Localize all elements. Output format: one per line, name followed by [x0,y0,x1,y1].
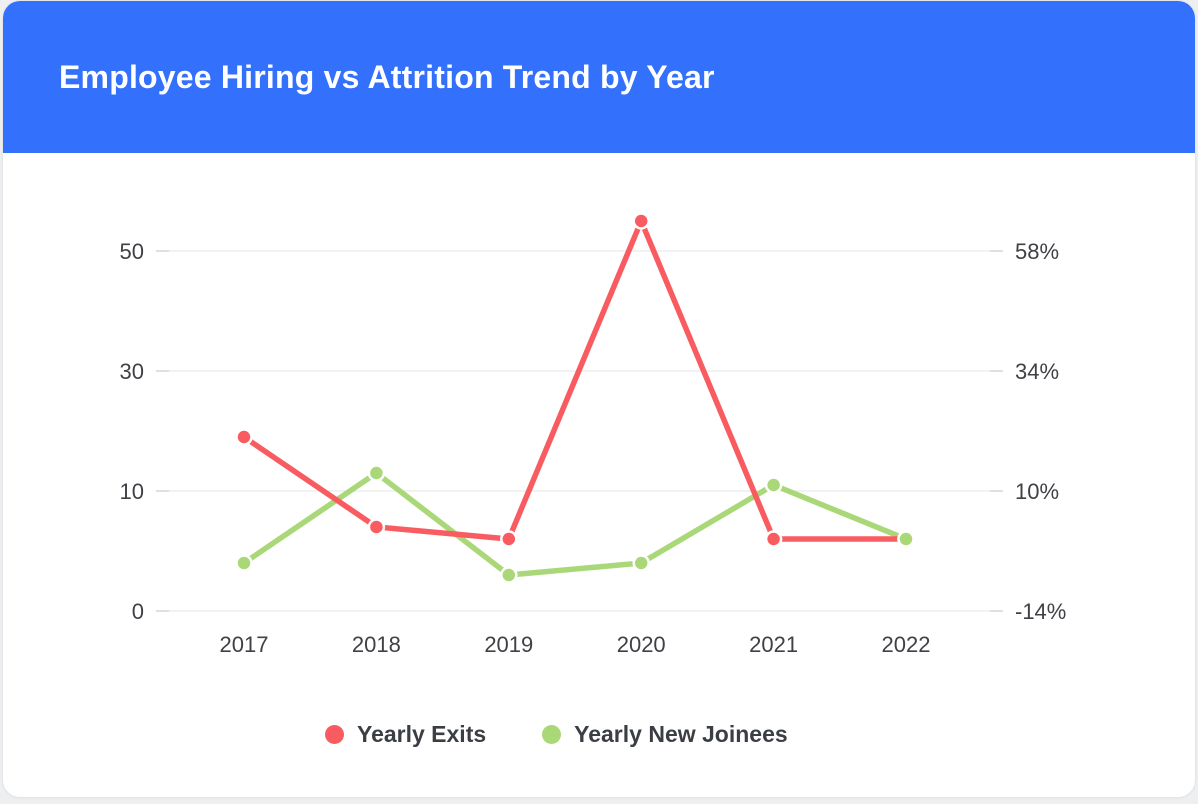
data-point-yearly-exits[interactable] [764,530,783,548]
data-point-yearly-new-joinees[interactable] [235,554,253,572]
legend-label-yearly-new-joinees: Yearly New Joinees [574,721,788,747]
right-axis-tick-label: 10% [1015,479,1059,504]
chart-title: Employee Hiring vs Attrition Trend by Ye… [59,58,715,95]
data-point-yearly-exits[interactable] [632,212,650,230]
x-axis-label: 2020 [617,632,666,657]
trend-line-chart: 0 -14% 10 10% 30 34% 50 58% 2017 2018 2019 2020 2021… [120,212,1066,657]
chart-legend: Yearly Exits Yearly New Joinees [325,721,788,748]
right-axis-tick-label: 58% [1015,239,1059,264]
x-axis-label: 2022 [882,632,931,657]
left-axis-tick-label: 10 [120,479,144,504]
right-axis-tick-label: 34% [1015,359,1059,384]
data-point-yearly-new-joinees[interactable] [897,530,915,548]
series-line-yearly-new-joinees [241,470,909,578]
x-axis-label: 2017 [220,632,269,657]
data-point-yearly-exits[interactable] [235,428,253,446]
legend-label-yearly-exits: Yearly Exits [357,721,487,747]
x-axis-label: 2021 [749,632,798,657]
legend-item-yearly-exits[interactable]: Yearly Exits [325,721,486,748]
chart-header-banner: Employee Hiring vs Attrition Trend by Ye… [3,1,1195,153]
yearly-new-joinees-dot-icon [542,725,562,744]
yearly-exits-dot-icon [325,725,344,744]
x-axis-label: 2019 [484,632,533,657]
left-axis-tick-label: 30 [120,359,144,384]
legend-item-yearly-new-joinees[interactable]: Yearly New Joinees [542,721,788,748]
data-point-yearly-new-joinees[interactable] [632,554,650,572]
x-axis-label: 2018 [352,632,401,657]
right-axis-tick-label: -14% [1015,599,1066,624]
left-axis-tick-label: 50 [120,239,144,264]
data-point-yearly-exits[interactable] [500,530,518,548]
data-point-yearly-new-joinees[interactable] [500,566,518,584]
left-axis-tick-label: 0 [132,599,144,624]
series-line-yearly-exits [241,218,909,542]
data-point-yearly-new-joinees[interactable] [367,464,386,482]
data-point-yearly-new-joinees[interactable] [764,476,783,494]
data-point-yearly-exits[interactable] [367,518,386,536]
